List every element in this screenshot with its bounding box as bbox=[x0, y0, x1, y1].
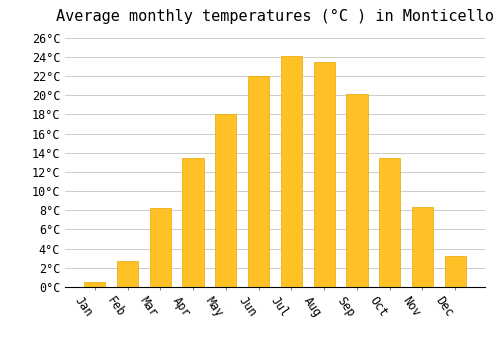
Bar bbox=[117, 261, 138, 287]
Bar bbox=[248, 76, 270, 287]
Bar bbox=[412, 208, 433, 287]
Bar bbox=[346, 94, 368, 287]
Bar bbox=[215, 114, 236, 287]
Bar bbox=[379, 158, 400, 287]
Bar bbox=[444, 256, 466, 287]
Bar bbox=[84, 282, 106, 287]
Bar bbox=[150, 208, 171, 287]
Bar bbox=[280, 56, 302, 287]
Bar bbox=[182, 159, 204, 287]
Bar bbox=[314, 62, 335, 287]
Title: Average monthly temperatures (°C ) in Monticello: Average monthly temperatures (°C ) in Mo… bbox=[56, 9, 494, 24]
